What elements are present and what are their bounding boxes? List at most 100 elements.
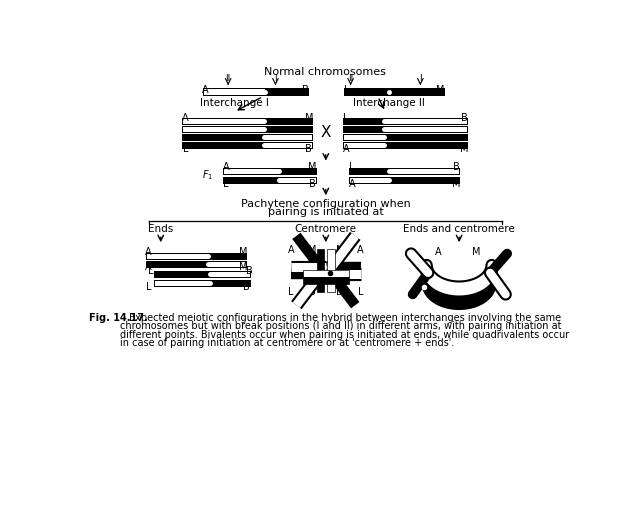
Text: M: M bbox=[239, 247, 248, 257]
Bar bbox=[210, 271, 250, 277]
Bar bbox=[328, 249, 335, 292]
Bar bbox=[154, 280, 250, 286]
Text: M: M bbox=[472, 247, 481, 257]
Text: B: B bbox=[453, 162, 459, 173]
Text: L: L bbox=[288, 287, 294, 297]
Text: X: X bbox=[321, 125, 331, 140]
Text: chromosomes but with break positions (I and II) in different arms, with pairing : chromosomes but with break positions (I … bbox=[119, 321, 561, 331]
Text: B: B bbox=[243, 281, 250, 292]
Text: A: A bbox=[145, 263, 152, 272]
Bar bbox=[384, 126, 467, 132]
Bar bbox=[146, 253, 246, 259]
Bar bbox=[223, 177, 316, 183]
Text: Expected meiotic configurations in the hybrid between interchanges involving the: Expected meiotic configurations in the h… bbox=[129, 313, 561, 323]
Text: B: B bbox=[309, 179, 316, 188]
Bar bbox=[203, 89, 308, 95]
Text: L: L bbox=[418, 264, 423, 274]
Text: I: I bbox=[274, 73, 277, 82]
Text: L: L bbox=[349, 162, 355, 173]
Bar bbox=[223, 168, 316, 174]
Bar bbox=[302, 270, 349, 277]
Text: A: A bbox=[222, 162, 229, 173]
Bar bbox=[154, 271, 210, 277]
Text: Normal chromosomes: Normal chromosomes bbox=[264, 67, 386, 77]
Text: Interchange I: Interchange I bbox=[200, 98, 269, 108]
Text: M: M bbox=[488, 260, 496, 270]
Bar bbox=[208, 261, 246, 267]
Bar bbox=[223, 168, 279, 174]
Text: pairing is initiated at: pairing is initiated at bbox=[268, 207, 384, 217]
Text: A: A bbox=[435, 247, 441, 257]
Text: B: B bbox=[461, 113, 468, 123]
Bar bbox=[264, 126, 312, 132]
Bar bbox=[349, 168, 459, 174]
Bar bbox=[146, 261, 246, 267]
Bar bbox=[343, 126, 467, 132]
Text: in case of pairing initiation at centromere or at 'centromere + ends'.: in case of pairing initiation at centrom… bbox=[119, 338, 454, 348]
Bar bbox=[182, 118, 312, 124]
Text: Ends: Ends bbox=[148, 224, 173, 234]
Bar bbox=[210, 280, 250, 286]
Text: Fig. 14.17.: Fig. 14.17. bbox=[89, 313, 147, 323]
Bar bbox=[389, 177, 459, 183]
Text: L: L bbox=[344, 113, 349, 123]
Text: Interchange II: Interchange II bbox=[354, 98, 425, 108]
Bar bbox=[182, 118, 264, 124]
Bar bbox=[302, 277, 349, 284]
Text: Ends and centromere: Ends and centromere bbox=[403, 224, 515, 234]
Bar bbox=[264, 134, 312, 140]
Bar bbox=[182, 142, 264, 148]
Bar bbox=[343, 126, 384, 132]
Bar bbox=[384, 134, 467, 140]
Text: L: L bbox=[223, 179, 229, 188]
Bar bbox=[146, 253, 208, 259]
Text: A: A bbox=[145, 247, 152, 257]
Text: L: L bbox=[145, 281, 151, 292]
Text: A: A bbox=[288, 245, 294, 254]
Text: A: A bbox=[182, 113, 189, 123]
Bar bbox=[343, 118, 467, 124]
Bar bbox=[208, 253, 246, 259]
Text: B: B bbox=[302, 86, 309, 95]
Text: M: M bbox=[436, 86, 444, 95]
Bar bbox=[343, 142, 384, 148]
Bar bbox=[343, 134, 384, 140]
Bar bbox=[344, 89, 444, 95]
Text: Centromere: Centromere bbox=[295, 224, 357, 234]
Text: B: B bbox=[488, 270, 495, 280]
Text: M: M bbox=[460, 144, 469, 154]
Text: M: M bbox=[305, 113, 313, 123]
Bar bbox=[349, 177, 459, 183]
Text: B: B bbox=[337, 287, 343, 297]
Text: M: M bbox=[309, 162, 317, 173]
Bar bbox=[389, 89, 444, 95]
Text: II: II bbox=[225, 73, 231, 82]
Bar bbox=[264, 142, 312, 148]
Text: B: B bbox=[246, 266, 253, 276]
Bar bbox=[316, 249, 324, 292]
Bar bbox=[343, 142, 467, 148]
Text: M: M bbox=[239, 263, 248, 272]
Text: B: B bbox=[475, 289, 482, 299]
Text: A: A bbox=[349, 179, 356, 188]
Text: M: M bbox=[307, 245, 316, 254]
Bar bbox=[146, 261, 208, 267]
Bar bbox=[384, 142, 467, 148]
Bar bbox=[223, 177, 279, 183]
Bar bbox=[182, 126, 312, 132]
Text: A: A bbox=[417, 254, 424, 265]
Bar bbox=[264, 118, 312, 124]
Bar bbox=[203, 89, 265, 95]
Bar bbox=[343, 134, 467, 140]
Bar bbox=[265, 89, 308, 95]
Bar bbox=[154, 280, 210, 286]
Text: A: A bbox=[343, 144, 349, 154]
Bar bbox=[182, 134, 312, 140]
Bar bbox=[384, 118, 467, 124]
Bar bbox=[343, 118, 384, 124]
Text: B: B bbox=[309, 287, 315, 297]
Text: M: M bbox=[451, 179, 460, 188]
Bar bbox=[349, 168, 389, 174]
Text: L: L bbox=[149, 266, 154, 276]
Text: L: L bbox=[435, 289, 440, 299]
